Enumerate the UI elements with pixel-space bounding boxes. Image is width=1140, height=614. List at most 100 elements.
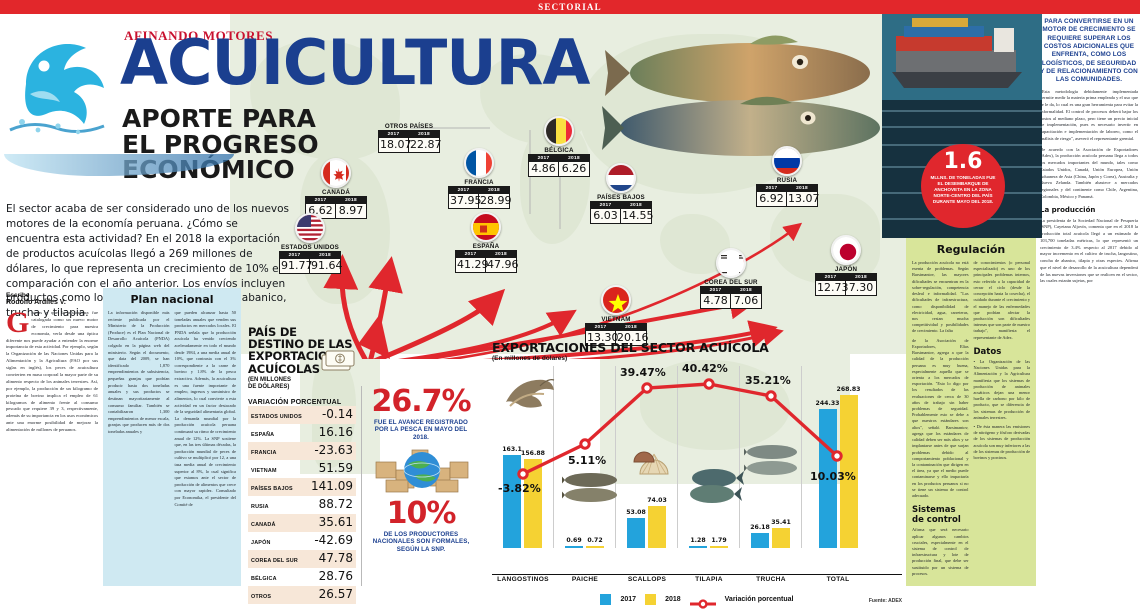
sistemas-control-text: Afirma que será necesario aplicar alguno… bbox=[912, 527, 969, 577]
country-name: RUSIA bbox=[756, 177, 818, 184]
year-label: 2017 bbox=[529, 155, 558, 162]
year-label: 2018 bbox=[336, 197, 366, 204]
pct-label-tilapia: 40.42% bbox=[682, 362, 728, 375]
value-table: 2017 37.95 2018 28.99 bbox=[448, 186, 510, 209]
map-card-canada: CANADÁ 2017 6.62 2018 8.97 bbox=[305, 158, 367, 219]
pct-label-langostinos: -3.82% bbox=[498, 482, 541, 495]
map-card-japon: JAPÓN 2017 12.73 2018 7.30 bbox=[815, 235, 877, 296]
stat-value: 26.7% bbox=[368, 388, 474, 417]
country-name: PAÍSES BAJOS bbox=[590, 194, 652, 201]
circle-number: 1.6 bbox=[921, 151, 1005, 173]
drop-cap: G bbox=[6, 311, 29, 334]
top-section-bar: SECTORIAL bbox=[0, 0, 1140, 14]
table-cell-2017: 2017 4.86 bbox=[529, 155, 559, 176]
year-value: 14.55 bbox=[621, 209, 651, 223]
x-label-scallops: SCALLOPS bbox=[616, 576, 678, 583]
value-table: 2017 6.03 2018 14.55 bbox=[590, 201, 652, 224]
country-name: ESTADOS UNIDOS bbox=[279, 244, 341, 251]
value-table: 2017 4.86 2018 6.26 bbox=[528, 154, 590, 177]
anchoveta-stat-circle: 1.6 MLLNS. DE TONELADAS FUE EL DESEMBARQ… bbox=[921, 144, 1005, 228]
variation-country: PAÍSES BAJOS bbox=[251, 486, 293, 492]
variation-row: VIETNAM 51.59 bbox=[248, 460, 356, 478]
regulation-panel: Regulación La producción acuícola no est… bbox=[906, 238, 1036, 586]
right-column: PARA CONVERTIRSE EN UN MOTOR DE CRECIMIE… bbox=[1040, 18, 1138, 586]
table-cell-2017: 2017 6.03 bbox=[591, 202, 621, 223]
variation-value: 88.72 bbox=[319, 497, 353, 511]
chart-x-axis bbox=[492, 574, 902, 575]
units-line-1: (EN MILLONES bbox=[248, 377, 291, 383]
year-label: 2018 bbox=[310, 252, 340, 259]
year-label: 2018 bbox=[621, 202, 651, 209]
canada-flag-icon bbox=[321, 158, 351, 188]
byline-author: Rodolfo Ardiles V. bbox=[6, 299, 96, 306]
variation-country: CANADÁ bbox=[251, 522, 276, 528]
pct-label-paiche: 5.11% bbox=[568, 454, 606, 467]
pull-quote: PARA CONVERTIRSE EN UN MOTOR DE CRECIMIE… bbox=[1040, 18, 1138, 85]
variation-value: 47.78 bbox=[319, 551, 353, 565]
value-table: 2017 18.07 2018 22.87 bbox=[378, 130, 440, 153]
country-name: OTROS PAÍSES bbox=[378, 123, 440, 130]
variation-country: FRANCIA bbox=[251, 450, 277, 456]
year-label: 2018 bbox=[559, 155, 589, 162]
year-label: 2018 bbox=[731, 287, 761, 294]
destination-units: (EN MILLONES DE DÓLARES) bbox=[248, 377, 356, 391]
variation-value: 141.09 bbox=[311, 479, 353, 493]
map-card-otros-paises: OTROS PAÍSES 2017 18.07 2018 22.87 bbox=[378, 122, 440, 153]
table-cell-2018: 2018 47.96 bbox=[486, 251, 516, 272]
variation-country: ESPAÑA bbox=[251, 432, 274, 438]
country-name: CANADÁ bbox=[305, 189, 367, 196]
fish-logo-icon bbox=[8, 26, 113, 146]
table-cell-2017: 2017 18.07 bbox=[379, 131, 409, 152]
variation-country: JAPÓN bbox=[251, 540, 271, 546]
x-label-tilapia: TILAPIA bbox=[678, 576, 740, 583]
variation-row: ESTADOS UNIDOS -0.14 bbox=[248, 406, 356, 424]
legend-swatch-2017 bbox=[600, 594, 611, 605]
variation-row: OTROS 26.57 bbox=[248, 586, 356, 604]
year-value: 13.07 bbox=[787, 192, 817, 206]
legend-swatch-2018 bbox=[645, 594, 656, 605]
variation-country: OTROS bbox=[251, 594, 271, 600]
value-table: 2017 91.77 2018 91.64 bbox=[279, 251, 341, 274]
plan-nacional-panel: Plan nacional La información disponible … bbox=[103, 288, 241, 586]
variation-row: RUSIA 88.72 bbox=[248, 496, 356, 514]
year-value: 47.96 bbox=[486, 258, 516, 272]
chart-plot-area: 163.1 156.88 0.69 0.72 53.08 74.03 bbox=[492, 366, 902, 548]
variation-row: CANADÁ 35.61 bbox=[248, 514, 356, 532]
variation-row: FRANCIA -23.63 bbox=[248, 442, 356, 460]
map-card-estados-unidos: ESTADOS UNIDOS 2017 91.77 2018 91.64 bbox=[279, 213, 341, 274]
variation-value: -0.14 bbox=[322, 407, 353, 421]
stat-callout-formales: 10% DE LOS PRODUCTORES NACIONALES SON FO… bbox=[368, 500, 474, 554]
year-label: 2018 bbox=[846, 274, 876, 281]
variation-value: 51.59 bbox=[319, 461, 353, 475]
variation-country: COREA DEL SUR bbox=[251, 558, 298, 564]
map-card-paises-bajos: PAÍSES BAJOS 2017 6.03 2018 14.55 bbox=[590, 163, 652, 224]
subtitle-line-1: APORTE PARA bbox=[122, 106, 319, 132]
france-flag-icon bbox=[464, 148, 494, 178]
value-table: 2017 4.78 2018 7.06 bbox=[700, 286, 762, 309]
x-label-total: TOTAL bbox=[802, 576, 874, 583]
country-name: ESPAÑA bbox=[455, 243, 517, 250]
chart-source: Fuente: ADEX bbox=[869, 598, 902, 604]
legend-line-icon bbox=[690, 596, 716, 604]
destination-title-l4: ACUÍCOLAS bbox=[248, 362, 320, 376]
variation-row: COREA DEL SUR 47.78 bbox=[248, 550, 356, 568]
year-value: 91.64 bbox=[310, 259, 340, 273]
pct-label-scallops: 39.47% bbox=[620, 366, 666, 379]
map-card-espana: ESPAÑA 2017 41.29 2018 47.96 bbox=[455, 212, 517, 273]
variation-country: BÉLGICA bbox=[251, 576, 277, 582]
chart-legend: 2017 2018 Variación porcentual bbox=[492, 594, 902, 605]
right-paragraph-3: La presidenta de la Sociedad Nacional de… bbox=[1040, 218, 1138, 286]
money-icon bbox=[320, 348, 356, 374]
stat-value: 10% bbox=[368, 500, 474, 529]
table-cell-2018: 2018 13.07 bbox=[787, 185, 817, 206]
table-cell-2017: 2017 41.29 bbox=[456, 251, 486, 272]
plan-column-2: que pueden alcanzar hasta 50 toneladas a… bbox=[175, 310, 237, 508]
year-label: 2017 bbox=[449, 187, 478, 194]
year-label: 2017 bbox=[306, 197, 335, 204]
year-label: 2018 bbox=[409, 131, 439, 138]
usa-flag-icon bbox=[295, 213, 325, 243]
globe-boxes-icon bbox=[372, 444, 472, 496]
right-paragraph-1: "Esta metodología debidamente implementa… bbox=[1040, 89, 1138, 143]
table-cell-2018: 2018 6.26 bbox=[559, 155, 589, 176]
legend-label-2017: 2017 bbox=[620, 596, 636, 603]
